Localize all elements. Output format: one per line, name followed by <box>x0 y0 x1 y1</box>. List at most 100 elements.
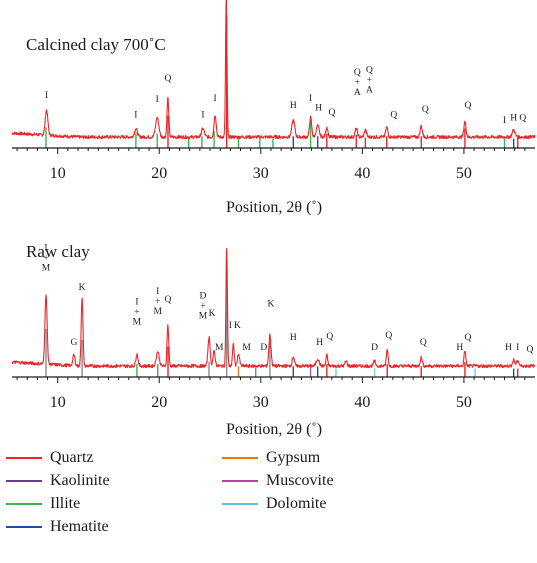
phase-label: H <box>456 343 463 353</box>
phase-label-line: K <box>268 300 275 310</box>
phase-label-line: + <box>200 302 205 312</box>
phase-label: Q <box>519 113 526 123</box>
phase-label-line: Q <box>366 65 373 75</box>
phase-label: H <box>510 113 517 123</box>
legend-swatch-kaolinite <box>6 480 42 482</box>
chart-title: Raw clay <box>26 242 90 261</box>
phase-label-line: D <box>199 292 206 302</box>
phase-label-line: M <box>42 264 51 274</box>
phase-label: I <box>503 116 506 126</box>
phase-label-line: Q <box>164 295 171 305</box>
phase-label-line: M <box>215 343 224 353</box>
phase-label-line: A <box>366 85 373 95</box>
phase-label: Q <box>422 105 429 115</box>
phase-label-line: Q <box>465 333 472 343</box>
x-tick-label: 50 <box>456 165 472 182</box>
phase-label-line: H <box>510 113 517 123</box>
phase-label: Q <box>420 338 427 348</box>
phase-label-line: H <box>290 333 297 343</box>
phase-label: I <box>516 343 519 353</box>
phase-label-line: Q <box>526 345 533 355</box>
phase-label-line: H <box>316 338 323 348</box>
phase-label: D <box>260 343 267 353</box>
chart-panel-1: Calcined clay 700˚C 10 20 30 40 50 Position, 2… <box>11 0 536 216</box>
phase-label-line: I <box>134 111 137 121</box>
phase-label: Q <box>465 333 472 343</box>
phase-label: I + M <box>154 287 163 317</box>
phase-label-line: I <box>516 343 519 353</box>
phase-label-line: I <box>135 298 138 308</box>
phase-label: H <box>290 333 297 343</box>
phase-label: I + M <box>42 244 51 274</box>
phase-label-line: Q <box>422 105 429 115</box>
legend-swatch-quartz <box>6 457 42 459</box>
phase-label-line: I <box>156 95 159 105</box>
legend-label-dolomite: Dolomite <box>266 495 327 512</box>
phase-label-line: I <box>44 244 47 254</box>
phase-label-line: I <box>201 111 204 121</box>
phase-label: I <box>201 111 204 121</box>
legend: Quartz Kaolinite Illite Hematite Gypsum … <box>0 448 537 563</box>
phase-label-line: H <box>505 343 512 353</box>
phase-label-line: M <box>199 312 208 322</box>
phase-label: I <box>214 94 217 104</box>
phase-label: K <box>268 300 275 310</box>
legend-label-muscovite: Muscovite <box>266 472 334 489</box>
phase-label-line: M <box>133 318 142 328</box>
phase-label-line: Q <box>465 101 472 111</box>
phase-label-line: H <box>456 343 463 353</box>
phase-label-line: Q <box>519 113 526 123</box>
phase-label-line: + <box>134 308 139 318</box>
phase-label: I + M <box>133 298 142 328</box>
x-axis-label: Position, 2θ (˚) <box>226 421 322 438</box>
phase-label-line: K <box>209 309 216 319</box>
legend-swatch-illite <box>6 503 42 505</box>
phase-label-line: I <box>503 116 506 126</box>
phase-label: M <box>242 343 251 353</box>
diffraction-trace <box>11 247 536 369</box>
phase-label: Q <box>164 74 171 84</box>
phase-label: Q <box>385 331 392 341</box>
phase-label-line: G <box>71 338 78 348</box>
phase-label: Q <box>326 332 333 342</box>
phase-label-line: D <box>260 343 267 353</box>
legend-label-gypsum: Gypsum <box>266 449 321 466</box>
phase-label-line: I <box>156 287 159 297</box>
xrd-charts-svg: Calcined clay 700˚C 10 20 30 40 50 Position, 2… <box>11 0 536 438</box>
phase-label: D <box>371 343 378 353</box>
x-tick-label: 30 <box>253 394 269 411</box>
phase-label: I <box>229 321 232 331</box>
legend-swatch-hematite <box>6 526 42 528</box>
legend-label-hematite: Hematite <box>50 518 109 535</box>
phase-label: I <box>134 111 137 121</box>
phase-label: K <box>234 321 241 331</box>
phase-label-line: Q <box>328 108 335 118</box>
phase-label-line: Q <box>164 74 171 84</box>
x-tick-label: 30 <box>253 165 269 182</box>
phase-label: G <box>71 338 78 348</box>
phase-label-line: M <box>242 343 251 353</box>
phase-label: H <box>315 104 322 114</box>
phase-label-line: K <box>234 321 241 331</box>
legend-swatch-muscovite <box>222 480 258 482</box>
phase-label-line: I <box>229 321 232 331</box>
phase-label: I <box>156 95 159 105</box>
x-tick-label: 40 <box>354 394 370 411</box>
legend-swatch-dolomite <box>222 503 258 505</box>
phase-label: Q + A <box>354 68 361 98</box>
phase-label: M <box>215 343 224 353</box>
phase-label-line: I <box>309 94 312 104</box>
phase-label-line: I <box>214 94 217 104</box>
phase-label-line: I <box>45 91 48 101</box>
phase-label: Q + A <box>366 65 373 95</box>
phase-label-line: + <box>355 78 360 88</box>
phase-label-line: Q <box>420 338 427 348</box>
legend-label-kaolinite: Kaolinite <box>50 472 110 489</box>
phase-label: Q <box>164 295 171 305</box>
phase-label: I <box>309 94 312 104</box>
x-tick-label: 10 <box>50 394 66 411</box>
phase-label-line: H <box>290 101 297 111</box>
phase-label: Q <box>328 108 335 118</box>
